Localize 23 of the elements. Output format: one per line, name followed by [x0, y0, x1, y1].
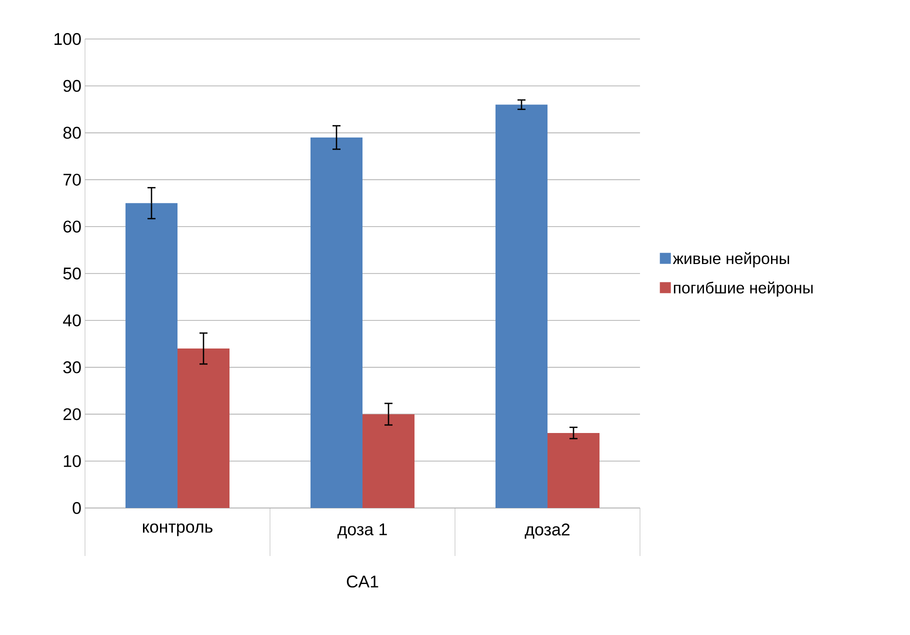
bar — [548, 432, 600, 508]
y-tick-label: 70 — [64, 174, 81, 186]
x-tick-label: доза 1 — [337, 524, 387, 539]
y-tick-label: 20 — [64, 408, 81, 420]
bar — [126, 203, 178, 508]
bar — [362, 414, 415, 508]
legend-label: погибшие нейроны — [674, 281, 813, 297]
y-tick-label: 80 — [63, 126, 81, 139]
x-axis-title: CA1 — [346, 576, 378, 588]
bar — [178, 348, 230, 508]
y-tick-label: 60 — [64, 220, 81, 233]
bar — [310, 137, 363, 508]
y-tick-label: 100 — [54, 33, 81, 45]
x-tick-label: доза2 — [524, 524, 570, 539]
y-tick-label: 50 — [63, 268, 81, 280]
y-tick-label: 90 — [63, 80, 81, 92]
bar — [496, 104, 548, 508]
y-tick-label: 30 — [63, 361, 81, 374]
y-tick-label: 0 — [72, 502, 81, 514]
x-tick-label: контроль — [142, 524, 212, 536]
legend-label: живые нейроны — [672, 252, 790, 268]
y-tick-label: 40 — [63, 314, 81, 326]
y-tick-label: 10 — [64, 455, 81, 468]
